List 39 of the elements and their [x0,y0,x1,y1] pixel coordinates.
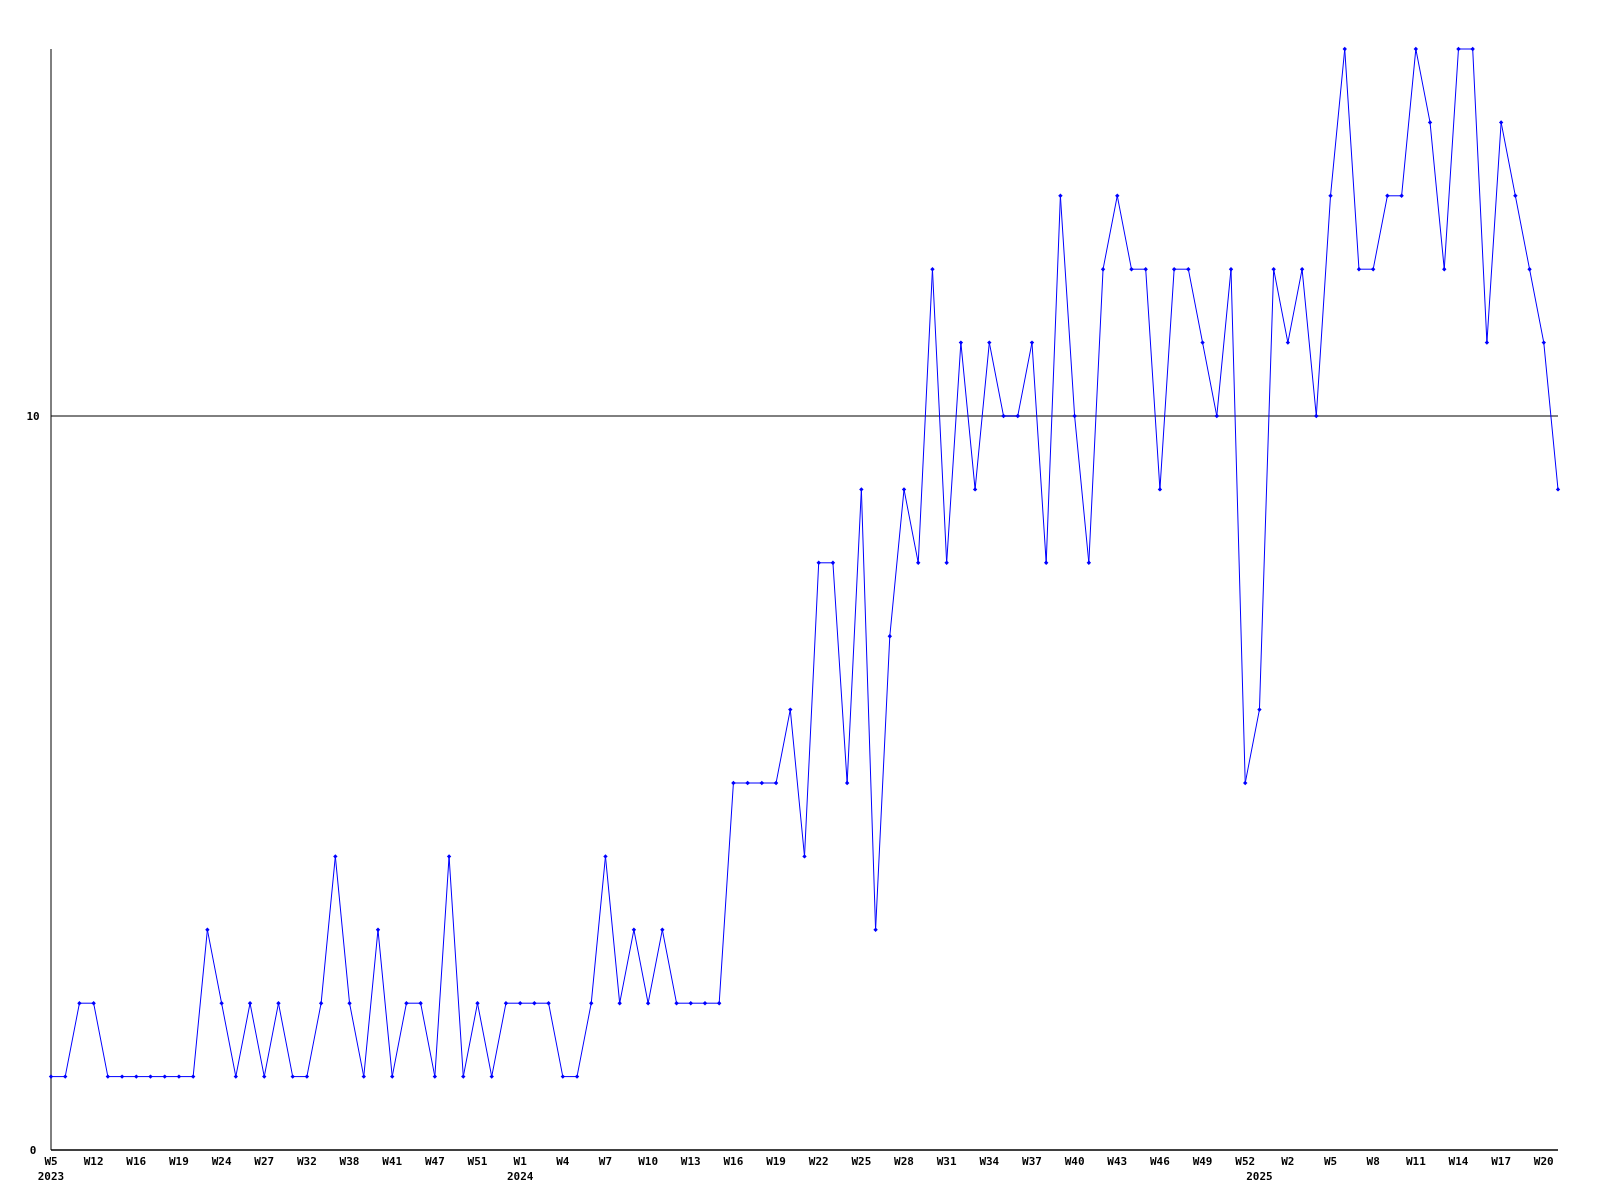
x-tick-label: W16 [723,1155,744,1168]
x-tick-label: W24 [211,1155,232,1168]
x-tick-label: W12 [83,1155,104,1168]
x-tick-label: W1 2024 [506,1155,534,1183]
x-tick-label: W40 [1064,1155,1085,1168]
x-tick-label: W43 [1107,1155,1128,1168]
x-tick-label: W16 [126,1155,147,1168]
x-tick-label: W2 [1281,1155,1295,1168]
x-tick-label: W4 [556,1155,570,1168]
x-tick-label: W13 [680,1155,701,1168]
x-tick-label: W5 2023 [37,1155,65,1183]
x-tick-label: W49 [1192,1155,1213,1168]
y-tick-label: 10 [26,409,40,423]
x-tick-label: W14 [1448,1155,1469,1168]
x-tick-label: W28 [894,1155,914,1168]
x-tick-label: W5 [1323,1155,1338,1168]
x-tick-label: W25 [851,1155,872,1168]
x-tick-label: W38 [339,1155,360,1168]
x-tick-label: W19 [169,1155,189,1168]
x-tick-label: W52 [1235,1155,1256,1168]
x-tick-label: W41 [382,1155,403,1168]
x-tick-label: W47 [424,1155,445,1168]
x-tick-label: W37 [1022,1155,1042,1168]
x-tick-label: W17 [1491,1155,1512,1168]
x-tick-label: W27 [254,1155,275,1168]
x-tick-label: W8 [1366,1155,1380,1168]
x-tick-label: W22 [808,1155,829,1168]
x-tick-label: W7 [598,1155,613,1168]
x-tick-label: W31 [936,1155,957,1168]
x-tick-label: 2025 [1246,1170,1273,1183]
x-tick-label: W51 [467,1155,488,1168]
x-tick-label: W19 [766,1155,786,1168]
x-tick-label: W11 [1405,1155,1427,1168]
x-tick-label: W46 [1149,1155,1171,1168]
y-tick-label: 0 [29,1143,37,1157]
x-tick-label: W32 [296,1155,317,1168]
x-tick-label: W20 [1533,1155,1554,1168]
x-tick-label: W10 [638,1155,659,1168]
x-tick-label: W34 [979,1155,1000,1168]
